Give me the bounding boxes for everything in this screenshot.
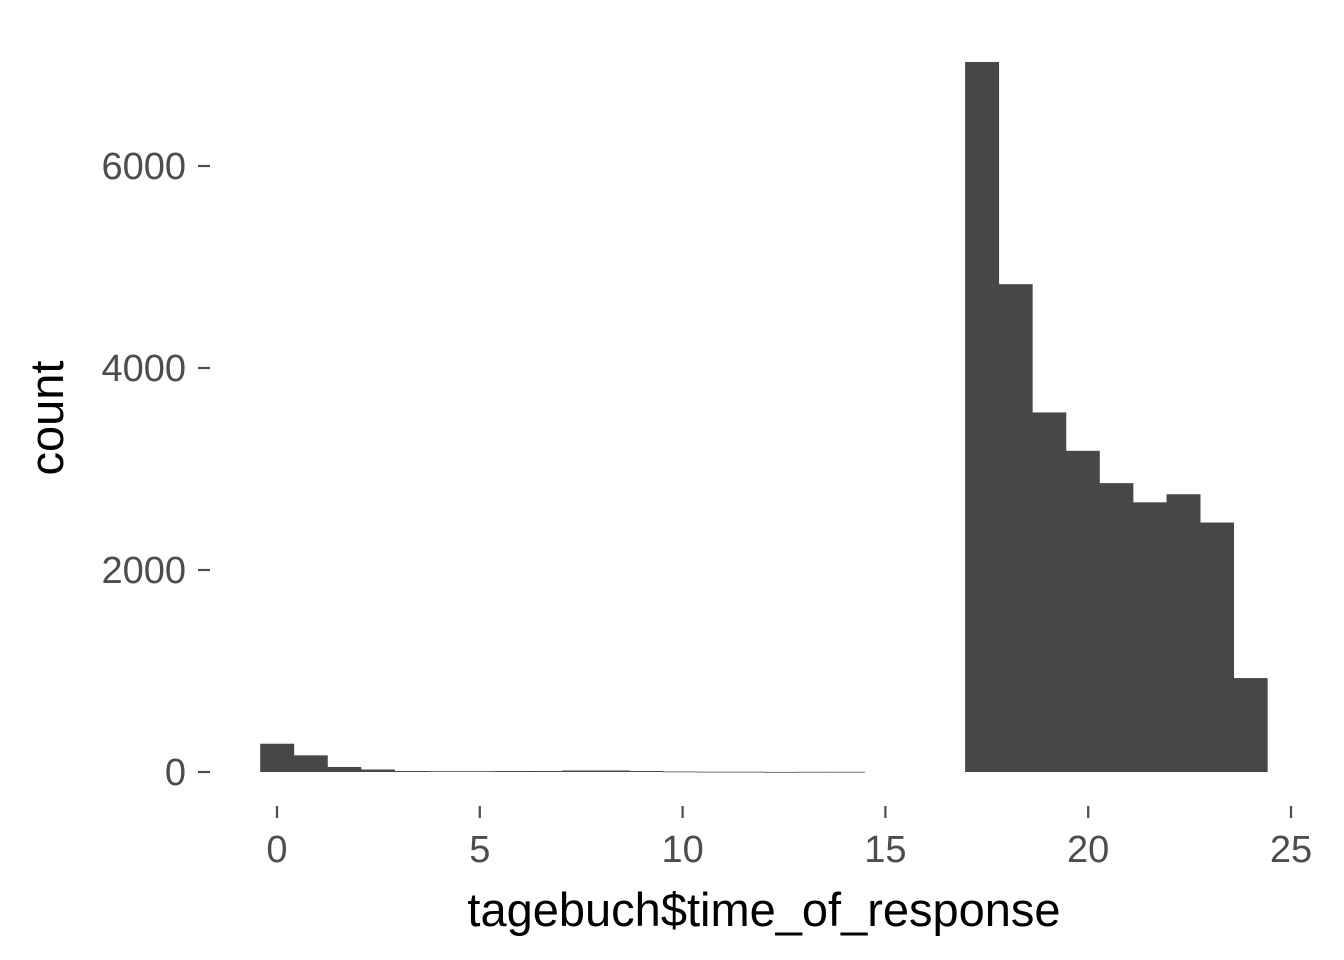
histogram-bar bbox=[360, 769, 395, 772]
histogram-bar bbox=[495, 770, 530, 772]
y-axis: 0 2000 4000 6000 bbox=[101, 146, 210, 794]
histogram-bar bbox=[1166, 494, 1201, 772]
y-axis-tick-label: 0 bbox=[165, 752, 186, 794]
x-axis-tick-label: 10 bbox=[661, 829, 703, 871]
histogram-bar bbox=[428, 771, 463, 772]
histogram-bar bbox=[830, 771, 865, 773]
y-axis-tick-label: 6000 bbox=[101, 146, 186, 188]
histogram-bar bbox=[1032, 412, 1067, 772]
histogram-bar bbox=[763, 771, 798, 773]
histogram-bar bbox=[260, 743, 295, 772]
histogram-bar bbox=[293, 755, 328, 772]
histogram-bar bbox=[528, 770, 563, 772]
histogram-bar bbox=[461, 771, 496, 772]
histogram-bar bbox=[730, 771, 765, 773]
histogram-bar bbox=[1132, 502, 1167, 772]
x-axis-title: tagebuch$time_of_response bbox=[467, 883, 1060, 936]
histogram-bar bbox=[696, 771, 731, 773]
histogram-bar bbox=[595, 770, 630, 772]
y-axis-tick-label: 4000 bbox=[101, 348, 186, 390]
histogram-bar bbox=[965, 61, 1000, 773]
histogram-bar bbox=[663, 771, 697, 773]
x-axis-tick-label: 5 bbox=[469, 829, 490, 871]
histogram-bar bbox=[998, 284, 1033, 772]
x-axis-tick-label: 20 bbox=[1067, 829, 1109, 871]
histogram-bar bbox=[1200, 522, 1235, 772]
histogram-bar bbox=[394, 770, 429, 772]
histogram-bar bbox=[1099, 483, 1134, 772]
x-axis-tick-label: 25 bbox=[1270, 829, 1312, 871]
y-axis-title: count bbox=[20, 361, 73, 476]
histogram-bar bbox=[562, 770, 597, 772]
y-axis-tick-label: 2000 bbox=[101, 550, 186, 592]
x-axis-tick-label: 15 bbox=[864, 829, 906, 871]
x-axis-tick-label: 0 bbox=[266, 829, 287, 871]
x-axis: 0 5 10 15 20 25 bbox=[266, 806, 1312, 871]
histogram-bar bbox=[327, 766, 362, 772]
histogram-bar bbox=[629, 770, 664, 772]
bars-layer bbox=[260, 61, 1268, 773]
histogram-bar bbox=[1233, 678, 1268, 772]
histogram-bar bbox=[797, 771, 832, 773]
histogram-bar bbox=[1065, 450, 1100, 772]
